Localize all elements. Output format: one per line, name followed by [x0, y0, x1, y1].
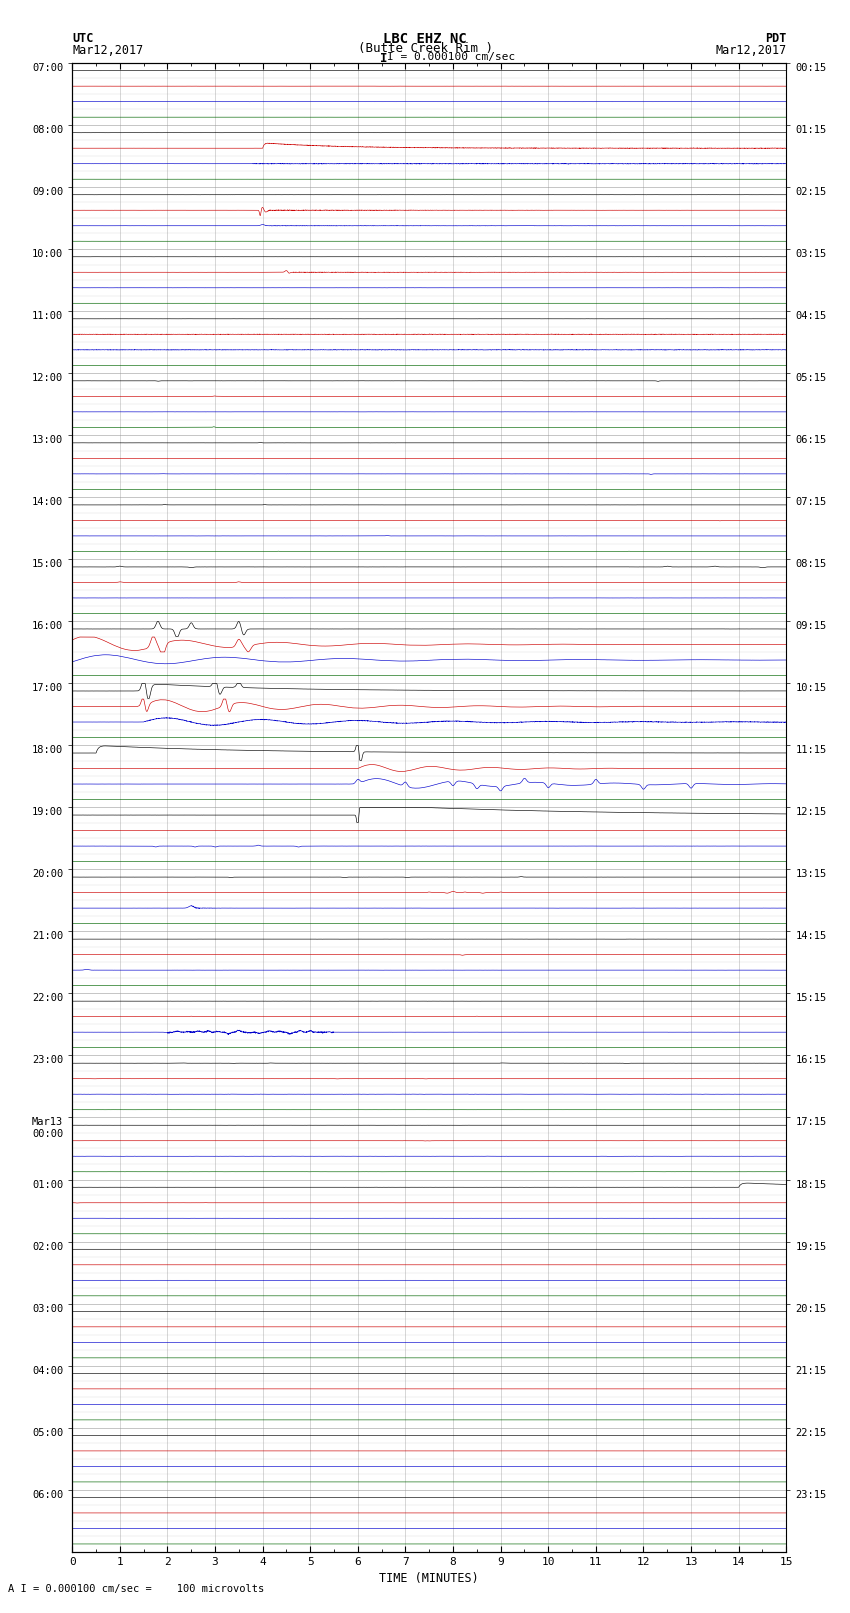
Text: I = 0.000100 cm/sec: I = 0.000100 cm/sec [387, 52, 515, 61]
Text: Mar12,2017: Mar12,2017 [715, 44, 786, 56]
Text: (Butte Creek Rim ): (Butte Creek Rim ) [358, 42, 492, 55]
Text: Mar12,2017: Mar12,2017 [72, 44, 144, 56]
Text: LBC EHZ NC: LBC EHZ NC [383, 32, 467, 47]
X-axis label: TIME (MINUTES): TIME (MINUTES) [379, 1573, 479, 1586]
Text: I: I [380, 52, 387, 65]
Text: PDT: PDT [765, 32, 786, 45]
Text: UTC: UTC [72, 32, 94, 45]
Text: A I = 0.000100 cm/sec =    100 microvolts: A I = 0.000100 cm/sec = 100 microvolts [8, 1584, 264, 1594]
